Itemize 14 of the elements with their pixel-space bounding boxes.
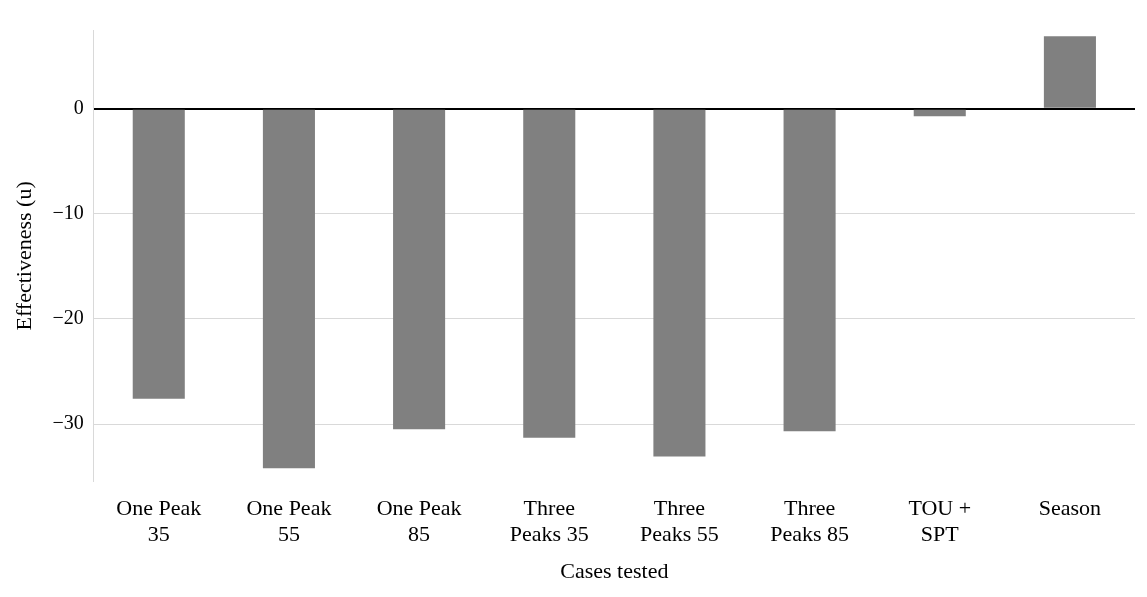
x-tick-label: TOU + SPT: [908, 494, 972, 547]
y-axis-title: Effectiveness (u): [10, 181, 36, 331]
x-tick-label: Season: [1038, 494, 1102, 520]
x-tick-label: One Peak 35: [116, 494, 202, 547]
y-tick-label: −20: [52, 306, 84, 329]
x-tick-label: One Peak 55: [246, 494, 332, 547]
y-tick-label: −30: [52, 411, 84, 434]
x-tick-label: Three Peaks 35: [509, 494, 589, 547]
x-axis-title: Cases tested: [560, 557, 669, 583]
x-tick-label: Three Peaks 55: [640, 494, 719, 547]
x-tick-label: Three Peaks 85: [770, 494, 849, 547]
x-tick-label: One Peak 85: [376, 494, 462, 547]
y-tick-label: −10: [52, 201, 84, 224]
y-tick-label: 0: [73, 96, 84, 119]
